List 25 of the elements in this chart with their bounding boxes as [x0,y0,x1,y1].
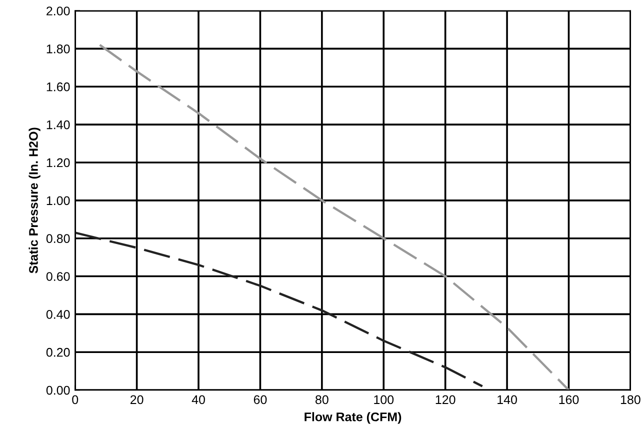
y-tick-label: 0.80 [46,234,70,243]
x-tick-label: 140 [498,395,517,404]
y-tick-label: 2.00 [46,6,70,16]
y-tick-label: 0.20 [46,348,70,357]
x-tick-label: 0 [72,395,78,404]
x-tick-label: 60 [254,395,267,404]
x-tick-label: 180 [620,395,640,404]
x-tick-label: 160 [559,395,579,404]
line-series [98,44,570,390]
y-tick-label: 0.40 [46,310,70,319]
x-tick-label: 20 [130,395,144,404]
x-tick-label: 100 [374,395,394,404]
y-tick-label: 1.40 [46,120,70,130]
y-axis-title: Static Pressure (In. H2O) [28,128,40,274]
y-tick-label: 0.60 [46,272,70,281]
x-tick-label: 80 [316,395,328,404]
x-axis-title: Flow Rate (CFM) [304,412,402,424]
y-tick-label: 1.60 [46,82,70,92]
y-tick-label: 1.20 [46,158,70,168]
line-series [75,232,484,388]
x-tick-label: 120 [436,395,456,404]
y-tick-label: 1.00 [46,196,70,206]
y-tick-label: 0.00 [46,386,70,395]
x-tick-label: 40 [192,395,205,404]
y-tick-label: 1.80 [46,44,70,54]
